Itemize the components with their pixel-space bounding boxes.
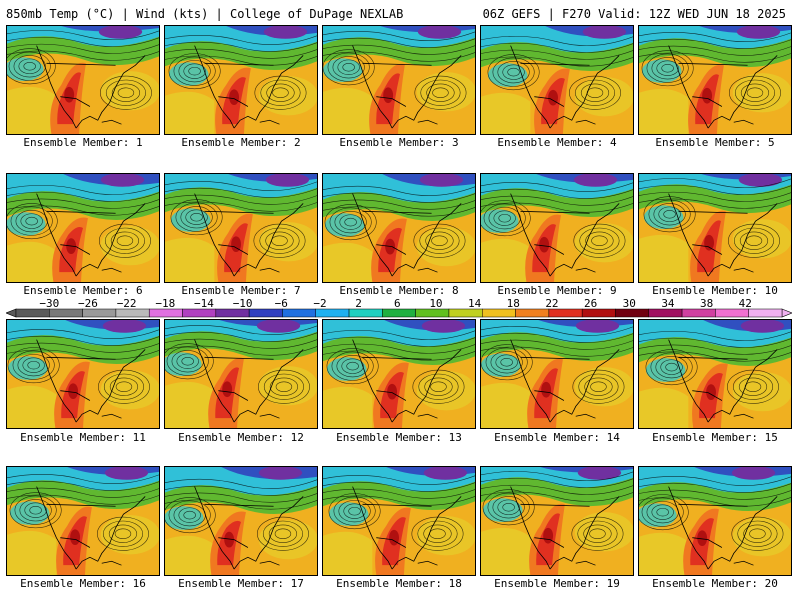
ensemble-member-label: Ensemble Member: 17 <box>178 577 304 590</box>
colorbar-swatch <box>215 308 250 318</box>
colorbar-swatch <box>548 308 583 318</box>
colorbar-tick-label: 22 <box>545 298 558 310</box>
colorbar-tick-label: −6 <box>275 298 288 310</box>
colorbar-swatch <box>681 308 716 318</box>
ensemble-member-label: Ensemble Member: 18 <box>336 577 462 590</box>
colorbar-swatch <box>182 308 217 318</box>
ensemble-member-label: Ensemble Member: 8 <box>339 284 459 297</box>
ensemble-member-map <box>638 466 792 576</box>
ensemble-member-map <box>480 319 634 429</box>
ensemble-member-map <box>164 25 318 135</box>
ensemble-member-label: Ensemble Member: 20 <box>652 577 778 590</box>
colorbar-tick-label: 10 <box>429 298 442 310</box>
temperature-colorbar: −30 −26 −22 −18 −14 −10 −6 −2 2 6 10 14 18 22 26 30 34 38… <box>6 298 792 318</box>
colorbar-swatch <box>515 308 550 318</box>
colorbar-tick-label: 30 <box>623 298 636 310</box>
colorbar-tick-label: −22 <box>117 298 137 310</box>
ensemble-member-map <box>6 25 160 135</box>
colorbar-tick-label: −10 <box>233 298 253 310</box>
colorbar-tick-label: 18 <box>507 298 520 310</box>
ensemble-member-label: Ensemble Member: 14 <box>494 431 620 444</box>
ensemble-member-map <box>480 466 634 576</box>
ensemble-member-label: Ensemble Member: 15 <box>652 431 778 444</box>
colorbar-tick-label: 14 <box>468 298 482 310</box>
colorbar-swatch <box>615 308 650 318</box>
colorbar-tick-label: 2 <box>355 298 362 310</box>
ensemble-member-label: Ensemble Member: 6 <box>23 284 143 297</box>
ensemble-member-label: Ensemble Member: 11 <box>20 431 146 444</box>
colorbar-tick-label: 34 <box>661 298 675 310</box>
ensemble-member-map <box>480 173 634 283</box>
colorbar-swatch <box>448 308 483 318</box>
colorbar-swatch <box>748 308 783 318</box>
colorbar-tick-label: −26 <box>78 298 98 310</box>
colorbar-tick-label: −14 <box>194 298 214 310</box>
colorbar-swatch <box>82 308 117 318</box>
colorbar-swatch <box>648 308 683 318</box>
colorbar-swatch <box>348 308 383 318</box>
ensemble-member-label: Ensemble Member: 3 <box>339 136 459 149</box>
colorbar-tick-label: 42 <box>739 298 752 310</box>
colorbar-tick-label: −18 <box>155 298 175 310</box>
colorbar-swatch <box>482 308 516 318</box>
colorbar-tick-label: 6 <box>394 298 401 310</box>
colorbar-swatch <box>148 308 183 318</box>
ensemble-member-label: Ensemble Member: 5 <box>655 136 775 149</box>
ensemble-member-map <box>6 466 160 576</box>
ensemble-member-label: Ensemble Member: 19 <box>494 577 620 590</box>
colorbar-tick-label: 38 <box>700 298 713 310</box>
colorbar-tick-label: −2 <box>313 298 326 310</box>
colorbar-swatch <box>415 308 450 318</box>
ensemble-member-label: Ensemble Member: 7 <box>181 284 301 297</box>
ensemble-member-label: Ensemble Member: 12 <box>178 431 304 444</box>
colorbar-swatch <box>715 308 749 318</box>
colorbar-swatch <box>15 308 50 318</box>
ensemble-member-map <box>164 173 318 283</box>
ensemble-member-label: Ensemble Member: 9 <box>497 284 617 297</box>
ensemble-member-map <box>638 25 792 135</box>
ensemble-member-map <box>164 319 318 429</box>
ensemble-member-label: Ensemble Member: 13 <box>336 431 462 444</box>
map-title: 850mb Temp (°C) | Wind (kts) | College o… <box>6 7 404 21</box>
ensemble-member-map <box>6 173 160 283</box>
ensemble-member-label: Ensemble Member: 1 <box>23 136 143 149</box>
colorbar-swatch <box>282 308 316 318</box>
colorbar-tick-label: −30 <box>39 298 59 310</box>
ensemble-member-map <box>480 25 634 135</box>
ensemble-member-map <box>638 173 792 283</box>
ensemble-member-map <box>322 466 476 576</box>
ensemble-member-label: Ensemble Member: 4 <box>497 136 617 149</box>
colorbar-swatch <box>382 308 416 318</box>
ensemble-member-map <box>6 319 160 429</box>
ensemble-member-map <box>638 319 792 429</box>
ensemble-member-label: Ensemble Member: 2 <box>181 136 301 149</box>
colorbar-swatch <box>248 308 283 318</box>
colorbar-swatch <box>315 308 350 318</box>
colorbar-swatch <box>49 308 83 318</box>
colorbar-swatch <box>581 308 616 318</box>
ensemble-member-label: Ensemble Member: 10 <box>652 284 778 297</box>
ensemble-member-map <box>322 25 476 135</box>
ensemble-member-map <box>322 319 476 429</box>
run-valid-time: 06Z GEFS | F270 Valid: 12Z WED JUN 18 20… <box>482 7 786 21</box>
colorbar-swatch <box>115 308 150 318</box>
ensemble-member-map <box>164 466 318 576</box>
ensemble-member-label: Ensemble Member: 16 <box>20 577 146 590</box>
ensemble-member-map <box>322 173 476 283</box>
colorbar-tick-label: 26 <box>584 298 597 310</box>
